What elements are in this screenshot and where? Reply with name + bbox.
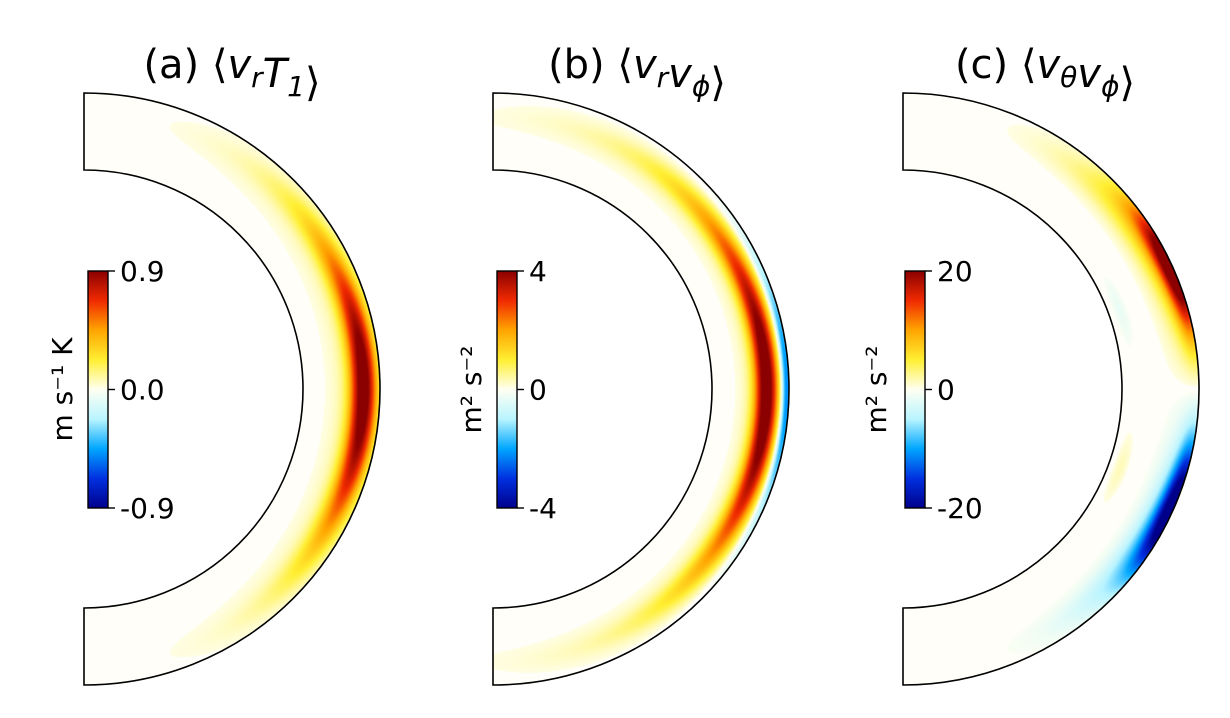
shell-outline [902, 92, 1200, 686]
colorbar-tick-label: 0.9 [120, 255, 165, 288]
panel-c: (c) ⟨vθvϕ⟩ 20 0 -20 m² s⁻² [860, 42, 1200, 686]
shell-outline [83, 92, 381, 686]
colorbar-gradient [904, 270, 926, 509]
colorbar-tick-label: 0.0 [120, 374, 165, 407]
colorbar-tick-label: -4 [529, 492, 557, 525]
panel-title: (c) ⟨vθvϕ⟩ [955, 42, 1135, 106]
colorbar-tick-label: 20 [937, 255, 973, 288]
colorbar-tick-label: 4 [529, 255, 547, 288]
colorbar-tick-label: -0.9 [120, 492, 175, 525]
panel-b: (b) ⟨vrvϕ⟩ 4 0 -4 m² s⁻² [455, 42, 790, 686]
colorbar-gradient [496, 270, 518, 509]
colorbar-label: m² s⁻² [455, 346, 488, 434]
panel-a: (a) ⟨vrT1⟩ 0.9 0.0 -0.9 m s⁻¹ K [46, 42, 381, 686]
colorbar-tick-label: 0 [937, 374, 955, 407]
colorbar-label: m s⁻¹ K [46, 337, 79, 442]
colorbar-label: m² s⁻² [860, 346, 893, 434]
colorbar: 20 0 -20 m² s⁻² [860, 255, 983, 525]
colorbar-tick-label: 0 [529, 374, 547, 407]
panel-title: (b) ⟨vrvϕ⟩ [548, 42, 726, 106]
panel-title: (a) ⟨vrT1⟩ [143, 42, 320, 106]
shell-outline [492, 92, 790, 686]
colorbar-tick-label: -20 [937, 492, 983, 525]
colorbar-gradient [87, 270, 109, 509]
colorbar: 0.9 0.0 -0.9 m s⁻¹ K [46, 255, 175, 525]
colorbar: 4 0 -4 m² s⁻² [455, 255, 557, 525]
